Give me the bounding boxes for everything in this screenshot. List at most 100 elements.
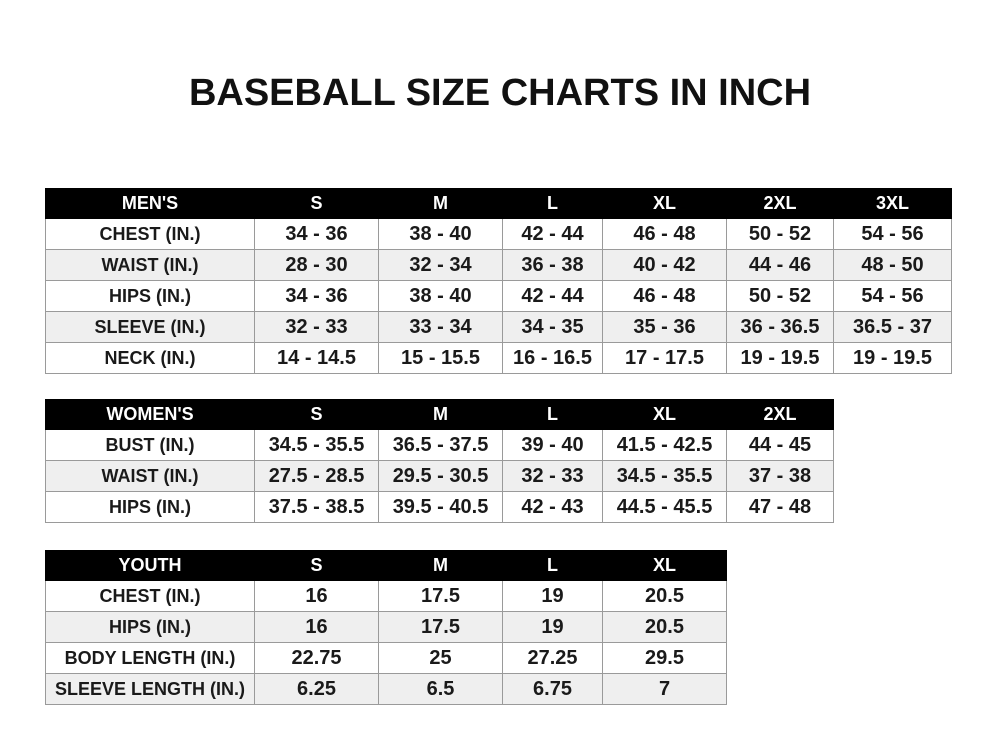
table-header-row: YOUTH S M L XL — [45, 550, 727, 581]
size-column-header: 3XL — [833, 188, 952, 219]
table-row: SLEEVE (IN.) 32 - 33 33 - 34 34 - 35 35 - 36… — [45, 311, 952, 343]
size-value-cell: 35 - 36 — [602, 311, 727, 343]
size-column-header: M — [378, 399, 503, 430]
size-value-cell: 46 - 48 — [602, 218, 727, 250]
size-value-cell: 42 - 44 — [502, 280, 603, 312]
size-value-cell: 34.5 - 35.5 — [254, 429, 379, 461]
size-value-cell: 27.5 - 28.5 — [254, 460, 379, 492]
measurement-label: HIPS (IN.) — [45, 491, 255, 523]
size-column-header: XL — [602, 550, 727, 581]
size-value-cell: 20.5 — [602, 611, 727, 643]
size-value-cell: 6.75 — [502, 673, 603, 705]
table-header-row: WOMEN'S S M L XL 2XL — [45, 399, 834, 430]
size-column-header: XL — [602, 399, 727, 430]
size-column-header: M — [378, 550, 503, 581]
table-category-header: MEN'S — [45, 188, 255, 219]
size-column-header: M — [378, 188, 503, 219]
table-row: HIPS (IN.) 34 - 36 38 - 40 42 - 44 46 - 48 50… — [45, 280, 952, 312]
size-value-cell: 54 - 56 — [833, 218, 952, 250]
size-value-cell: 44 - 45 — [726, 429, 834, 461]
size-value-cell: 36 - 38 — [502, 249, 603, 281]
size-value-cell: 37 - 38 — [726, 460, 834, 492]
measurement-label: SLEEVE LENGTH (IN.) — [45, 673, 255, 705]
measurement-label: CHEST (IN.) — [45, 580, 255, 612]
size-value-cell: 14 - 14.5 — [254, 342, 379, 374]
size-column-header: 2XL — [726, 399, 834, 430]
youth-size-table: YOUTH S M L XL CHEST (IN.) 16 17.5 19 20.5 HIPS (I… — [45, 550, 727, 705]
measurement-label: HIPS (IN.) — [45, 611, 255, 643]
size-value-cell: 19 - 19.5 — [726, 342, 834, 374]
size-value-cell: 42 - 43 — [502, 491, 603, 523]
size-value-cell: 16 - 16.5 — [502, 342, 603, 374]
measurement-label: NECK (IN.) — [45, 342, 255, 374]
size-value-cell: 50 - 52 — [726, 218, 834, 250]
size-column-header: L — [502, 399, 603, 430]
table-category-header: YOUTH — [45, 550, 255, 581]
size-value-cell: 42 - 44 — [502, 218, 603, 250]
measurement-label: CHEST (IN.) — [45, 218, 255, 250]
size-value-cell: 25 — [378, 642, 503, 674]
size-value-cell: 15 - 15.5 — [378, 342, 503, 374]
size-value-cell: 19 - 19.5 — [833, 342, 952, 374]
measurement-label: WAIST (IN.) — [45, 249, 255, 281]
size-value-cell: 29.5 - 30.5 — [378, 460, 503, 492]
size-value-cell: 29.5 — [602, 642, 727, 674]
size-value-cell: 33 - 34 — [378, 311, 503, 343]
size-value-cell: 38 - 40 — [378, 280, 503, 312]
size-value-cell: 36.5 - 37.5 — [378, 429, 503, 461]
table-row: SLEEVE LENGTH (IN.) 6.25 6.5 6.75 7 — [45, 673, 727, 705]
size-value-cell: 27.25 — [502, 642, 603, 674]
measurement-label: BUST (IN.) — [45, 429, 255, 461]
size-value-cell: 36 - 36.5 — [726, 311, 834, 343]
measurement-label: BODY LENGTH (IN.) — [45, 642, 255, 674]
table-row: WAIST (IN.) 28 - 30 32 - 34 36 - 38 40 - 42 4… — [45, 249, 952, 281]
size-value-cell: 28 - 30 — [254, 249, 379, 281]
size-value-cell: 50 - 52 — [726, 280, 834, 312]
size-value-cell: 20.5 — [602, 580, 727, 612]
size-column-header: S — [254, 399, 379, 430]
page-title: BASEBALL SIZE CHARTS IN INCH — [188, 72, 812, 114]
size-value-cell: 48 - 50 — [833, 249, 952, 281]
size-value-cell: 44.5 - 45.5 — [602, 491, 727, 523]
size-value-cell: 32 - 33 — [254, 311, 379, 343]
size-value-cell: 6.5 — [378, 673, 503, 705]
size-column-header: 2XL — [726, 188, 834, 219]
size-value-cell: 6.25 — [254, 673, 379, 705]
table-row: BUST (IN.) 34.5 - 35.5 36.5 - 37.5 39 - 40 4… — [45, 429, 834, 461]
size-value-cell: 34 - 36 — [254, 280, 379, 312]
size-value-cell: 39 - 40 — [502, 429, 603, 461]
size-value-cell: 17 - 17.5 — [602, 342, 727, 374]
table-row: HIPS (IN.) 16 17.5 19 20.5 — [45, 611, 727, 643]
size-value-cell: 36.5 - 37 — [833, 311, 952, 343]
size-column-header: L — [502, 188, 603, 219]
table-row: HIPS (IN.) 37.5 - 38.5 39.5 - 40.5 42 - 43 4… — [45, 491, 834, 523]
measurement-label: WAIST (IN.) — [45, 460, 255, 492]
size-value-cell: 37.5 - 38.5 — [254, 491, 379, 523]
size-value-cell: 19 — [502, 580, 603, 612]
size-value-cell: 44 - 46 — [726, 249, 834, 281]
mens-size-table: MEN'S S M L XL 2XL 3XL CHEST (IN.) 34 - 36 38 - 4… — [45, 188, 952, 374]
measurement-label: HIPS (IN.) — [45, 280, 255, 312]
size-value-cell: 17.5 — [378, 611, 503, 643]
table-row: BODY LENGTH (IN.) 22.75 25 27.25 29.5 — [45, 642, 727, 674]
size-value-cell: 17.5 — [378, 580, 503, 612]
table-category-header: WOMEN'S — [45, 399, 255, 430]
size-value-cell: 47 - 48 — [726, 491, 834, 523]
size-value-cell: 46 - 48 — [602, 280, 727, 312]
size-value-cell: 41.5 - 42.5 — [602, 429, 727, 461]
size-value-cell: 40 - 42 — [602, 249, 727, 281]
womens-size-table: WOMEN'S S M L XL 2XL BUST (IN.) 34.5 - 35.5 36.5… — [45, 399, 834, 523]
table-row: WAIST (IN.) 27.5 - 28.5 29.5 - 30.5 32 - 33… — [45, 460, 834, 492]
table-row: NECK (IN.) 14 - 14.5 15 - 15.5 16 - 16.5 17 … — [45, 342, 952, 374]
measurement-label: SLEEVE (IN.) — [45, 311, 255, 343]
size-value-cell: 19 — [502, 611, 603, 643]
size-value-cell: 16 — [254, 611, 379, 643]
table-header-row: MEN'S S M L XL 2XL 3XL — [45, 188, 952, 219]
size-value-cell: 16 — [254, 580, 379, 612]
size-column-header: S — [254, 550, 379, 581]
size-value-cell: 34 - 36 — [254, 218, 379, 250]
size-value-cell: 34 - 35 — [502, 311, 603, 343]
size-column-header: L — [502, 550, 603, 581]
size-value-cell: 7 — [602, 673, 727, 705]
size-value-cell: 54 - 56 — [833, 280, 952, 312]
